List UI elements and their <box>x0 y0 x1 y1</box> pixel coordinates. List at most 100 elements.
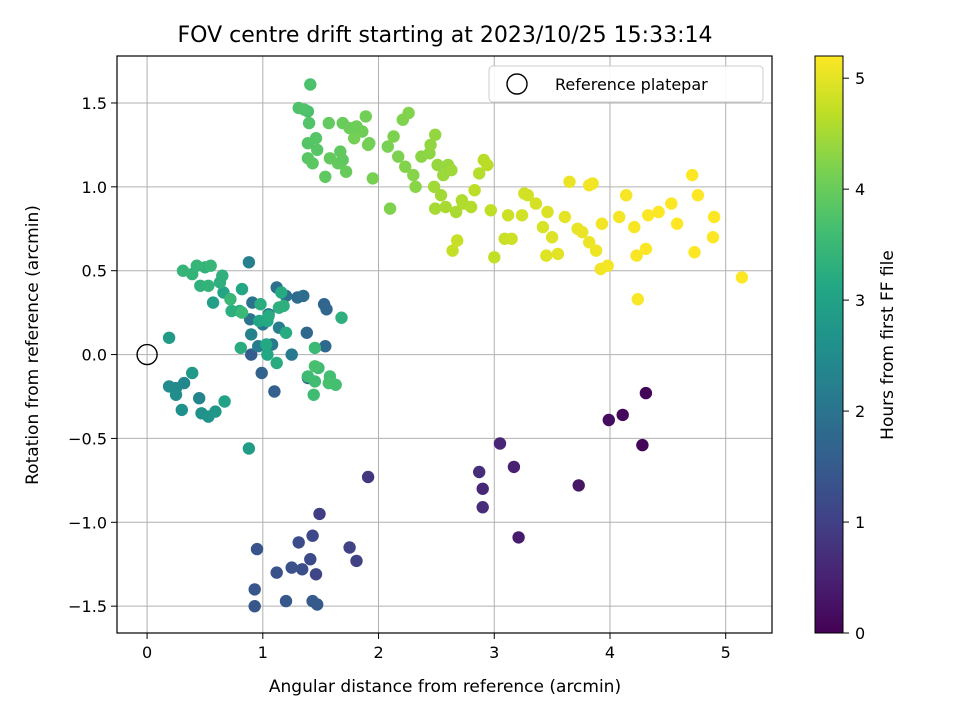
data-point <box>572 479 585 492</box>
data-point <box>359 110 372 123</box>
data-point <box>308 360 322 373</box>
data-point <box>392 150 405 163</box>
data-point <box>387 130 400 143</box>
data-point <box>339 165 353 178</box>
y-tick-label: 0.5 <box>82 262 107 281</box>
x-tick-label: 4 <box>605 643 615 662</box>
data-point <box>309 132 323 145</box>
colorbar-tick-label: 3 <box>855 291 865 310</box>
colorbar <box>814 55 844 634</box>
colorbar-tick-label: 4 <box>855 180 865 199</box>
data-point <box>505 232 518 245</box>
data-point <box>686 168 699 182</box>
colorbar-tick-label: 0 <box>855 624 865 643</box>
data-point <box>707 210 721 224</box>
data-point <box>366 172 379 185</box>
data-point <box>292 536 305 549</box>
chart-title: FOV centre drift starting at 2023/10/25 … <box>178 23 713 48</box>
data-point <box>402 106 415 120</box>
data-point <box>304 78 317 91</box>
data-point <box>501 209 515 222</box>
y-tick-label: 1.0 <box>82 178 107 197</box>
data-point <box>639 242 653 256</box>
data-point <box>518 187 531 200</box>
data-point <box>583 236 596 249</box>
data-point <box>540 249 553 262</box>
data-point <box>225 304 238 318</box>
data-point <box>361 470 375 484</box>
data-point <box>245 348 258 361</box>
data-point <box>319 340 332 353</box>
data-point <box>706 231 720 244</box>
colorbar-tick-label: 5 <box>855 69 865 88</box>
data-point <box>473 465 486 479</box>
data-point <box>558 210 572 224</box>
colorbar-label: Hours from first FF file <box>878 250 898 440</box>
data-point <box>313 507 326 521</box>
data-point <box>224 293 237 306</box>
data-point <box>335 311 348 324</box>
data-point <box>209 405 222 418</box>
data-point <box>691 189 705 202</box>
data-point <box>254 298 267 311</box>
data-point <box>308 375 322 388</box>
data-point <box>308 341 322 355</box>
data-point <box>202 279 215 292</box>
data-point <box>507 460 521 474</box>
legend-box <box>488 65 764 103</box>
data-point <box>429 128 442 141</box>
y-tick-label: −0.5 <box>68 429 107 448</box>
x-tick-label: 1 <box>258 643 268 662</box>
data-point <box>481 158 494 172</box>
legend-label: Reference platepar <box>555 75 708 94</box>
data-point <box>601 259 614 272</box>
data-point <box>320 303 333 316</box>
data-point <box>175 403 188 417</box>
data-point <box>586 177 599 190</box>
data-point <box>235 282 249 296</box>
data-point <box>493 437 507 450</box>
data-point <box>248 583 261 596</box>
x-tick-label: 2 <box>373 643 383 662</box>
data-point <box>162 380 176 393</box>
data-point <box>306 529 319 542</box>
data-point <box>176 264 190 277</box>
data-point <box>162 331 176 344</box>
data-point <box>311 143 324 157</box>
data-point <box>322 116 335 130</box>
data-point <box>307 388 320 401</box>
data-point <box>652 205 665 219</box>
data-point <box>350 554 363 568</box>
data-point <box>541 205 554 219</box>
data-point <box>297 289 310 303</box>
data-point <box>322 376 335 390</box>
data-point <box>383 202 397 215</box>
colorbar-tick-label: 2 <box>855 402 865 421</box>
data-point <box>302 116 316 130</box>
legend: Reference platepar <box>488 65 764 103</box>
data-points <box>162 78 749 613</box>
x-axis-ticks: 0 1 2 3 4 5 <box>142 633 731 662</box>
data-point <box>449 205 463 219</box>
data-point <box>434 189 448 202</box>
data-point <box>620 189 633 202</box>
data-point <box>407 168 420 182</box>
y-tick-label: −1.0 <box>68 513 107 532</box>
data-point <box>431 158 444 172</box>
data-point <box>279 326 293 339</box>
data-point <box>602 413 615 427</box>
y-axis-label: Rotation from reference (arcmin) <box>23 205 43 485</box>
data-point <box>319 170 332 183</box>
y-tick-label: 1.5 <box>82 94 107 113</box>
data-point <box>242 256 256 269</box>
data-point <box>285 348 298 361</box>
data-point <box>261 348 274 361</box>
data-point <box>268 385 281 398</box>
data-point <box>250 542 264 556</box>
data-point <box>248 600 261 613</box>
data-point <box>186 366 199 380</box>
data-point <box>216 269 229 282</box>
data-point <box>343 541 356 554</box>
data-point <box>300 326 313 339</box>
reference-platepar-marker <box>136 343 158 366</box>
